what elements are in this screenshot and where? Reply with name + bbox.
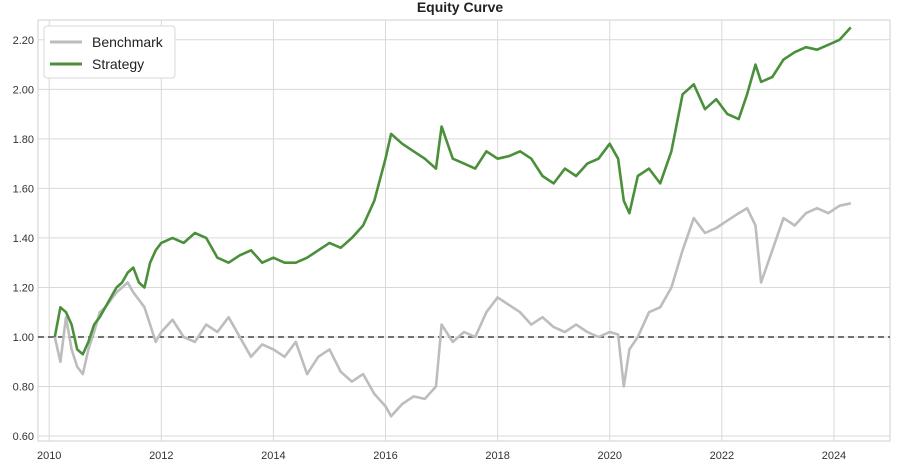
y-tick-label: 2.20	[13, 35, 34, 47]
x-tick-label: 2016	[373, 450, 397, 462]
y-tick-label: 1.00	[13, 332, 34, 344]
series-lines	[53, 26, 852, 418]
y-tick-label: 2.00	[13, 84, 34, 96]
legend-label-benchmark: Benchmark	[92, 34, 164, 50]
legend: Benchmark Strategy	[43, 25, 176, 79]
x-tick-label: 2024	[822, 450, 846, 462]
y-tick-label: 0.60	[13, 431, 34, 443]
y-tick-label: 1.20	[13, 282, 34, 294]
x-tick-label: 2022	[710, 450, 734, 462]
y-tick-label: 0.80	[13, 382, 34, 394]
y-tick-label: 1.60	[13, 183, 34, 195]
x-tick-label: 2010	[37, 450, 61, 462]
x-tick-label: 2020	[597, 450, 621, 462]
axis-tick-labels: 2010 2012 2014 2016 2018 2020 2022 2024 0.60 0.80…	[13, 35, 847, 462]
x-tick-label: 2018	[485, 450, 509, 462]
x-tick-label: 2012	[149, 450, 173, 462]
series-line-benchmark	[53, 202, 852, 418]
series-line-strategy	[53, 26, 852, 356]
x-tick-label: 2014	[261, 450, 285, 462]
y-tick-label: 1.80	[13, 134, 34, 146]
y-tick-label: 1.40	[13, 233, 34, 245]
chart-title: Equity Curve	[417, 0, 504, 15]
legend-label-strategy: Strategy	[92, 56, 144, 72]
plot-area	[37, 19, 891, 442]
